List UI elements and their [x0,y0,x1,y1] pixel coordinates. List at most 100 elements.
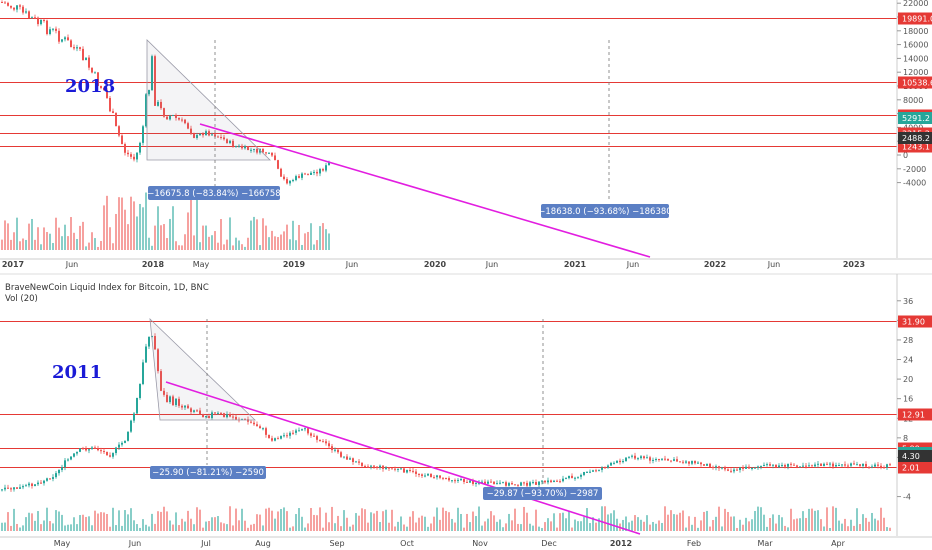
candle-body [499,482,501,484]
volume-bar [421,515,423,531]
volume-bar [802,511,804,531]
candle-body [307,428,309,434]
current-price-tag [898,112,932,124]
volume-bar [40,524,42,531]
volume-bar [589,523,591,531]
candle-body [835,465,837,467]
volume-bar [124,209,126,250]
volume-bar [190,194,192,250]
volume-bar [292,526,294,531]
candle-body [97,448,99,451]
top-plot-area [0,0,897,258]
candle-body [187,405,189,409]
candle-body [127,152,129,155]
drawdown-triangle [149,317,256,421]
candle-body [319,439,321,442]
volume-bar [529,523,531,531]
volume-bar [91,525,93,531]
candle-body [346,456,348,460]
volume-bar [574,519,576,531]
volume-bar [694,516,696,531]
price-axis-tick: 36 [903,297,913,306]
volume-bar [508,513,510,531]
candle-body [667,458,669,461]
volume-bar [799,518,801,531]
candle-body [106,451,108,456]
time-axis-tick: 2018 [142,260,165,269]
volume-bar [835,507,837,531]
candle-body [508,483,510,486]
candle-body [766,464,768,466]
candle-body [52,28,54,30]
volume-bar [781,517,783,531]
candle-body [271,438,273,441]
candle-body [859,464,861,466]
volume-bar [277,237,279,250]
candle-body [112,453,114,457]
volume-bar [196,193,198,250]
candle-body [160,371,162,391]
volume-bar [31,513,33,531]
price-axis-tick: 20 [903,375,913,384]
candle-body [94,72,96,74]
volume-bar [208,521,210,531]
volume-bar [103,512,105,531]
top-time-axis: 2017 Jun 2018 May 2019 Jun 2020 Jun 2021 Jun 2022 J… [0,258,932,269]
volume-bar [373,513,375,531]
volume-bar [409,516,411,531]
volume-bar [568,510,570,531]
volume-bar [829,527,831,531]
volume-bar [250,220,252,250]
current-price-tag [898,132,932,144]
volume-bar [202,225,204,250]
candle-body [817,463,819,465]
candle-body [304,428,306,430]
volume-bar [757,506,759,531]
time-axis-tick: Apr [831,539,846,548]
volume-bar [433,516,435,531]
candle-body [115,112,117,127]
volume-bar [82,221,84,250]
candle-body [43,19,45,21]
candle-body [286,435,288,437]
volume-bar [160,225,162,250]
candle-body [697,462,699,464]
chart-title: BraveNewCoin Liquid Index for Bitcoin, 1… [5,283,209,293]
candle-body [313,435,315,437]
volume-bar [466,513,468,531]
volume-bar [739,519,741,531]
candle-body [721,467,723,469]
candle-body [298,176,300,178]
volume-bar [637,517,639,531]
volume-bar [691,524,693,531]
level-price-label: 10538.6 [902,79,932,88]
candle-body [25,485,27,487]
candle-body [778,465,780,468]
volume-bar [1,522,3,531]
candle-body [571,475,573,479]
candle-body [553,480,555,483]
volume-bar [760,507,762,531]
volume-bar [196,507,198,531]
volume-bar [550,521,552,531]
volume-bar [151,513,153,531]
volume-bar [4,522,6,531]
volume-bar [469,522,471,531]
volume-bar [262,525,264,531]
candle-body [532,482,534,484]
candle-body [505,482,507,486]
candle-body [142,126,144,143]
volume-bar [463,527,465,531]
volume-bar [289,239,291,250]
candle-body [232,140,234,147]
volume-bar [520,524,522,531]
volume-bar [43,520,45,531]
candle-body [154,56,156,106]
candle-body [802,465,804,467]
volume-bar [166,511,168,531]
volume-bar [280,234,282,250]
volume-bar [109,227,111,250]
candle-body [292,180,294,182]
candle-body [37,17,39,25]
candle-body [628,456,630,458]
